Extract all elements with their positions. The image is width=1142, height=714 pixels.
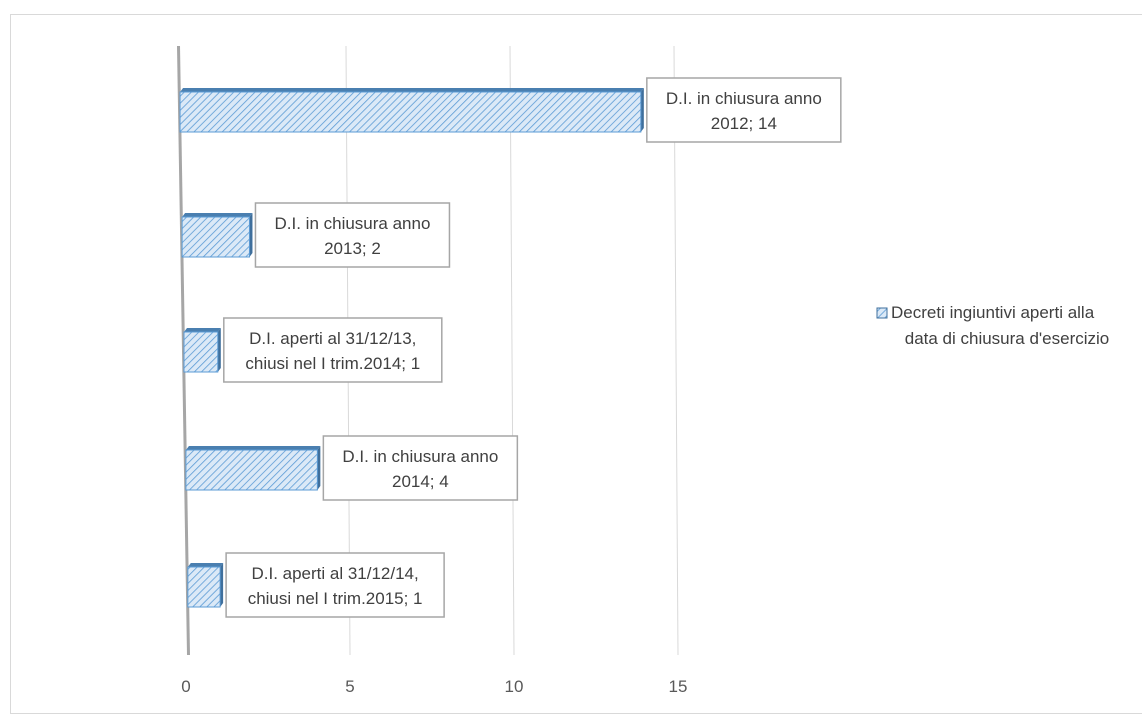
bar (183, 331, 219, 373)
bar-side (217, 328, 221, 372)
data-label-text: D.I. in chiusura anno (666, 89, 822, 108)
bar (181, 216, 250, 258)
legend-swatch (876, 307, 888, 319)
data-label-text: D.I. aperti al 31/12/14, (251, 564, 418, 583)
bar-depth (182, 213, 253, 217)
bar (185, 449, 318, 491)
data-label-box (646, 77, 842, 143)
x-tick-label: 10 (505, 677, 524, 696)
bar-depth (180, 88, 644, 92)
data-label: D.I. in chiusura anno 2012; 14 (646, 77, 842, 143)
bars (179, 88, 644, 608)
x-tick-label: 15 (669, 677, 688, 696)
data-label-text: D.I. aperti al 31/12/13, (249, 329, 416, 348)
x-tick-label: 5 (345, 677, 354, 696)
legend-label: Decreti ingiuntivi aperti alla (891, 303, 1095, 322)
bar-side (249, 213, 253, 257)
bar (187, 566, 221, 608)
data-label: D.I. aperti al 31/12/14, chiusi nel I tri… (225, 552, 445, 618)
data-label: D.I. in chiusura anno 2014; 4 (322, 435, 519, 501)
bar (179, 91, 642, 133)
data-label: D.I. aperti al 31/12/13, chiusi nel I tri… (223, 317, 443, 383)
x-tick-labels: 0 5 10 15 (181, 677, 687, 696)
gridline (509, 45, 515, 656)
data-label: D.I. in chiusura anno 2013; 2 (254, 202, 451, 268)
legend-label: data di chiusura d'esercizio (905, 329, 1110, 348)
data-label-text: 2013; 2 (324, 239, 381, 258)
data-label-text: 2014; 4 (392, 472, 449, 491)
data-label-box (254, 202, 451, 268)
data-label-text: chiusi nel I trim.2014; 1 (245, 354, 420, 373)
bar-side (317, 446, 321, 490)
legend: Decreti ingiuntivi aperti alla data di ch… (876, 303, 1110, 348)
bar-depth (185, 446, 321, 450)
bar-side (220, 563, 224, 607)
data-label-text: 2012; 14 (711, 114, 777, 133)
data-label-box (322, 435, 519, 501)
bar-depth (187, 563, 224, 567)
x-tick-label: 0 (181, 677, 190, 696)
gridline (673, 45, 679, 656)
data-label-box (223, 317, 443, 383)
bar-side (640, 88, 644, 132)
data-label-text: D.I. in chiusura anno (275, 214, 431, 233)
data-label-text: chiusi nel I trim.2015; 1 (248, 589, 423, 608)
bar-depth (183, 328, 221, 332)
data-label-box (225, 552, 445, 618)
data-label-text: D.I. in chiusura anno (342, 447, 498, 466)
